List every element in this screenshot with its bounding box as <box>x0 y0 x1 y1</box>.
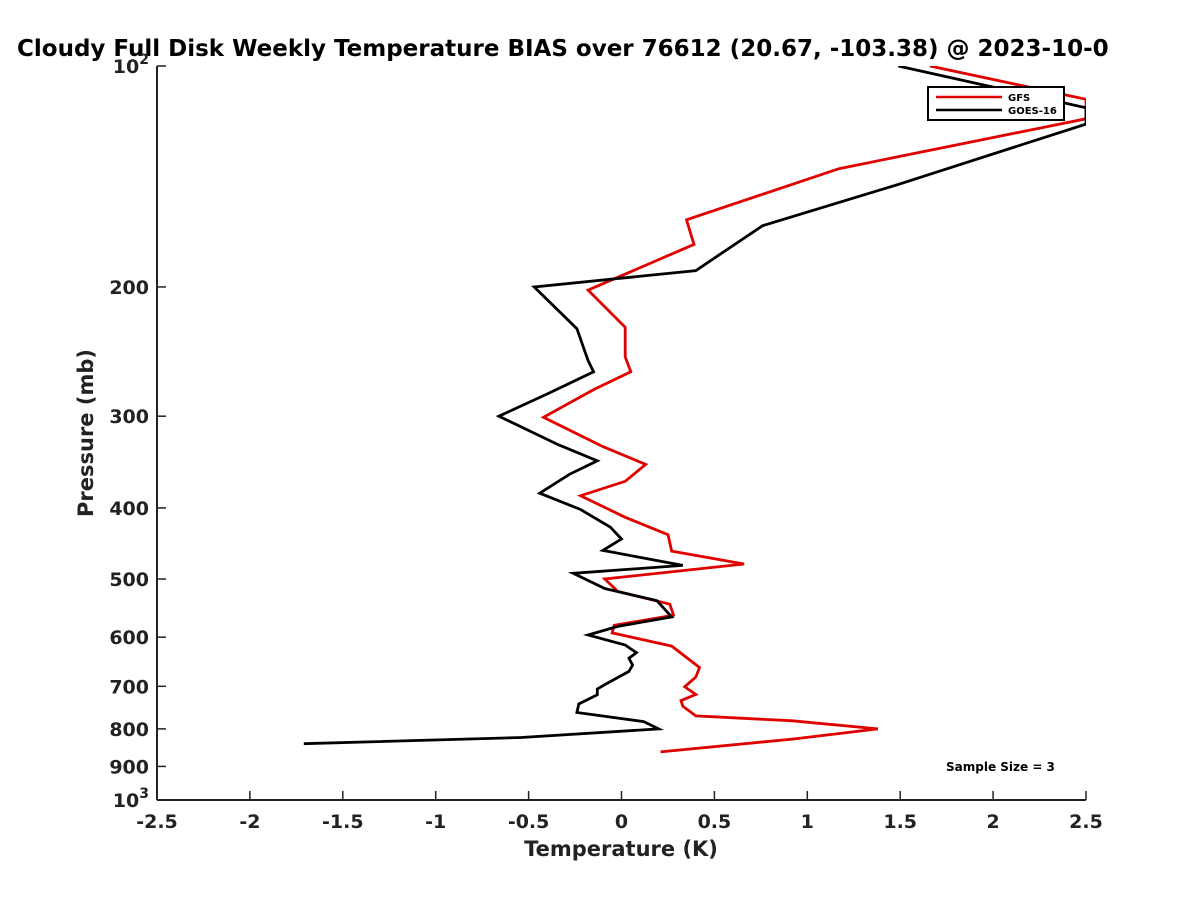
y-tick-label: 900 <box>109 756 149 778</box>
x-tick-label: 1 <box>801 811 814 833</box>
legend-box <box>927 86 1065 121</box>
legend-label-gfs: GFS <box>1008 93 1030 104</box>
y-tick-label: 600 <box>109 627 149 649</box>
x-tick-label: -2 <box>239 811 260 833</box>
y-tick-label: 200 <box>109 277 149 299</box>
x-tick-label: -1.5 <box>322 811 364 833</box>
x-axis-label: Temperature (K) <box>524 837 718 861</box>
x-tick-label: 0 <box>615 811 628 833</box>
x-tick-label: -2.5 <box>136 811 178 833</box>
x-tick-label: -0.5 <box>508 811 550 833</box>
y-axis-label: Pressure (mb) <box>74 349 98 517</box>
y-tick-label: 800 <box>109 719 149 741</box>
x-tick-label: 2.5 <box>1069 811 1103 833</box>
series-line-goes16 <box>303 66 1086 746</box>
y-tick-label: 400 <box>109 498 149 520</box>
legend: GFS GOES-16 <box>927 86 1065 121</box>
sample-size-annotation: Sample Size = 3 <box>946 760 1055 774</box>
chart-title: Cloudy Full Disk Weekly Temperature BIAS… <box>17 36 1109 62</box>
x-tick-label: 2 <box>986 811 999 833</box>
x-tick-label: -1 <box>425 811 446 833</box>
x-tick-label: 1.5 <box>883 811 917 833</box>
y-tick-label: 103 <box>113 786 149 812</box>
y-tick-label: 700 <box>109 676 149 698</box>
y-tick-label: 500 <box>109 569 149 591</box>
legend-label-goes16: GOES-16 <box>1008 106 1057 117</box>
series-line-gfs <box>540 66 1086 754</box>
y-tick-label: 300 <box>109 406 149 428</box>
x-tick-label: 0.5 <box>698 811 732 833</box>
y-tick-label: 102 <box>113 52 149 78</box>
